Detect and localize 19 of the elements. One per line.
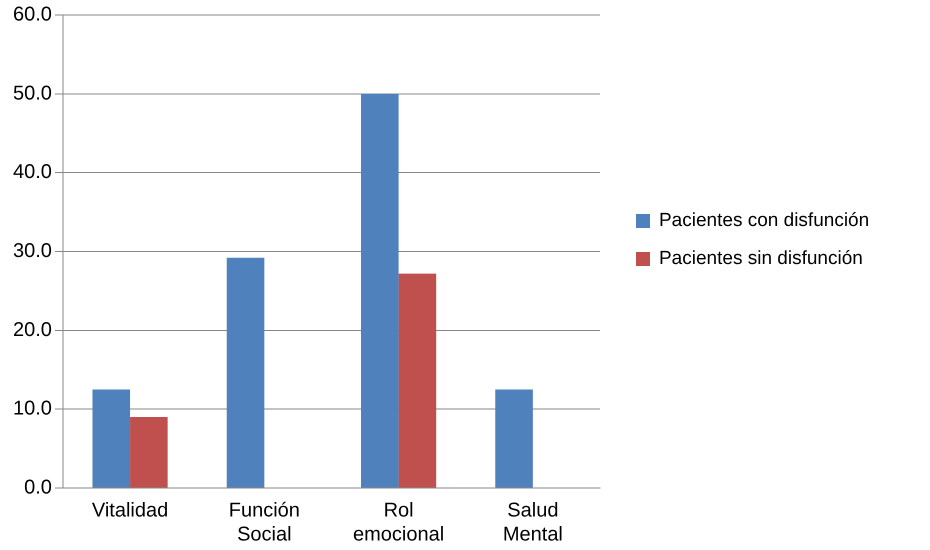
x-tick-label: Vitalidad <box>92 500 168 522</box>
bar <box>398 274 436 488</box>
y-tick-label: 10.0 <box>12 398 52 420</box>
x-tick-label: Rol emocional <box>353 500 444 546</box>
y-tick-label: 50.0 <box>12 82 52 104</box>
bar <box>226 258 264 488</box>
bar <box>361 94 399 488</box>
y-tick-label: 20.0 <box>12 318 52 341</box>
y-tick-label: 60.0 <box>12 4 52 26</box>
bar <box>130 417 168 488</box>
y-tick-label: 30.0 <box>12 240 52 262</box>
bar <box>92 389 130 488</box>
y-tick-label: 40.0 <box>12 161 52 184</box>
bar <box>495 389 533 488</box>
x-tick-label: Salud Mental <box>502 500 563 546</box>
legend-label: Pacientes sin disfunción <box>659 248 863 270</box>
x-tick-label: Función Social <box>228 500 300 546</box>
legend-label: Pacientes con disfunción <box>659 210 870 232</box>
y-tick-label: 0.0 <box>24 476 52 499</box>
